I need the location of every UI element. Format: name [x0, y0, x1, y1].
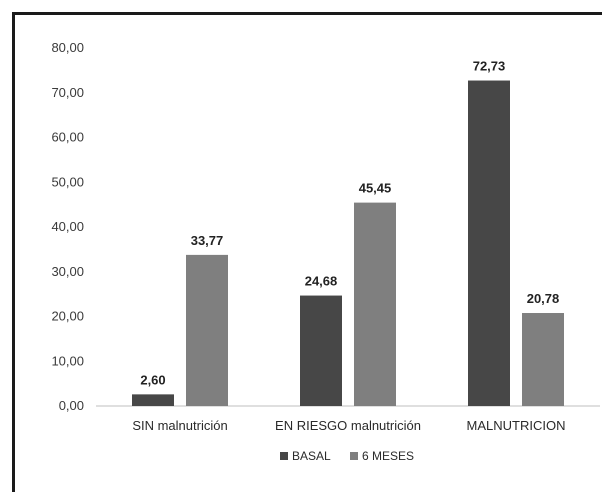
y-tick-label: 10,00	[51, 353, 84, 368]
data-label: 33,77	[191, 233, 224, 248]
bar-basal	[468, 80, 510, 406]
bar-chart: 0,00 10,00 20,00 30,00 40,00 50,00 60,00 70,00 8…	[51, 40, 600, 463]
legend-swatch	[280, 452, 288, 460]
y-tick-label: 30,00	[51, 264, 84, 279]
bar-6-meses	[354, 202, 396, 406]
data-label: 45,45	[359, 181, 392, 196]
y-tick-label: 80,00	[51, 40, 84, 55]
chart-frame	[12, 12, 602, 492]
bar-6-meses	[522, 313, 564, 406]
data-label: 2,60	[140, 372, 165, 387]
bar-6-meses	[186, 254, 228, 406]
legend-swatch	[350, 452, 358, 460]
y-tick-label: 60,00	[51, 130, 84, 145]
y-tick-label: 50,00	[51, 174, 84, 189]
legend-label: 6 MESES	[362, 449, 414, 463]
y-tick-label: 20,00	[51, 309, 84, 324]
data-label: 72,73	[473, 59, 506, 74]
y-tick-label: 0,00	[59, 398, 84, 413]
bars: 2,60 33,77 24,68 45,45 72,73 20,78	[132, 59, 564, 406]
legend-label: BASAL	[292, 449, 331, 463]
x-category-label: SIN malnutrición	[132, 418, 227, 433]
x-category-label: MALNUTRICION	[467, 418, 566, 433]
y-axis: 0,00 10,00 20,00 30,00 40,00 50,00 60,00 70,00 8…	[51, 40, 84, 413]
x-category-label: EN RIESGO malnutrición	[275, 418, 421, 433]
data-label: 24,68	[305, 274, 338, 289]
bar-basal	[300, 295, 342, 406]
data-label: 20,78	[527, 291, 560, 306]
y-tick-label: 40,00	[51, 219, 84, 234]
bar-basal	[132, 394, 174, 406]
x-axis-categories: SIN malnutrición EN RIESGO malnutrición MA…	[132, 418, 565, 433]
legend: BASAL 6 MESES	[280, 449, 414, 463]
y-tick-label: 70,00	[51, 85, 84, 100]
